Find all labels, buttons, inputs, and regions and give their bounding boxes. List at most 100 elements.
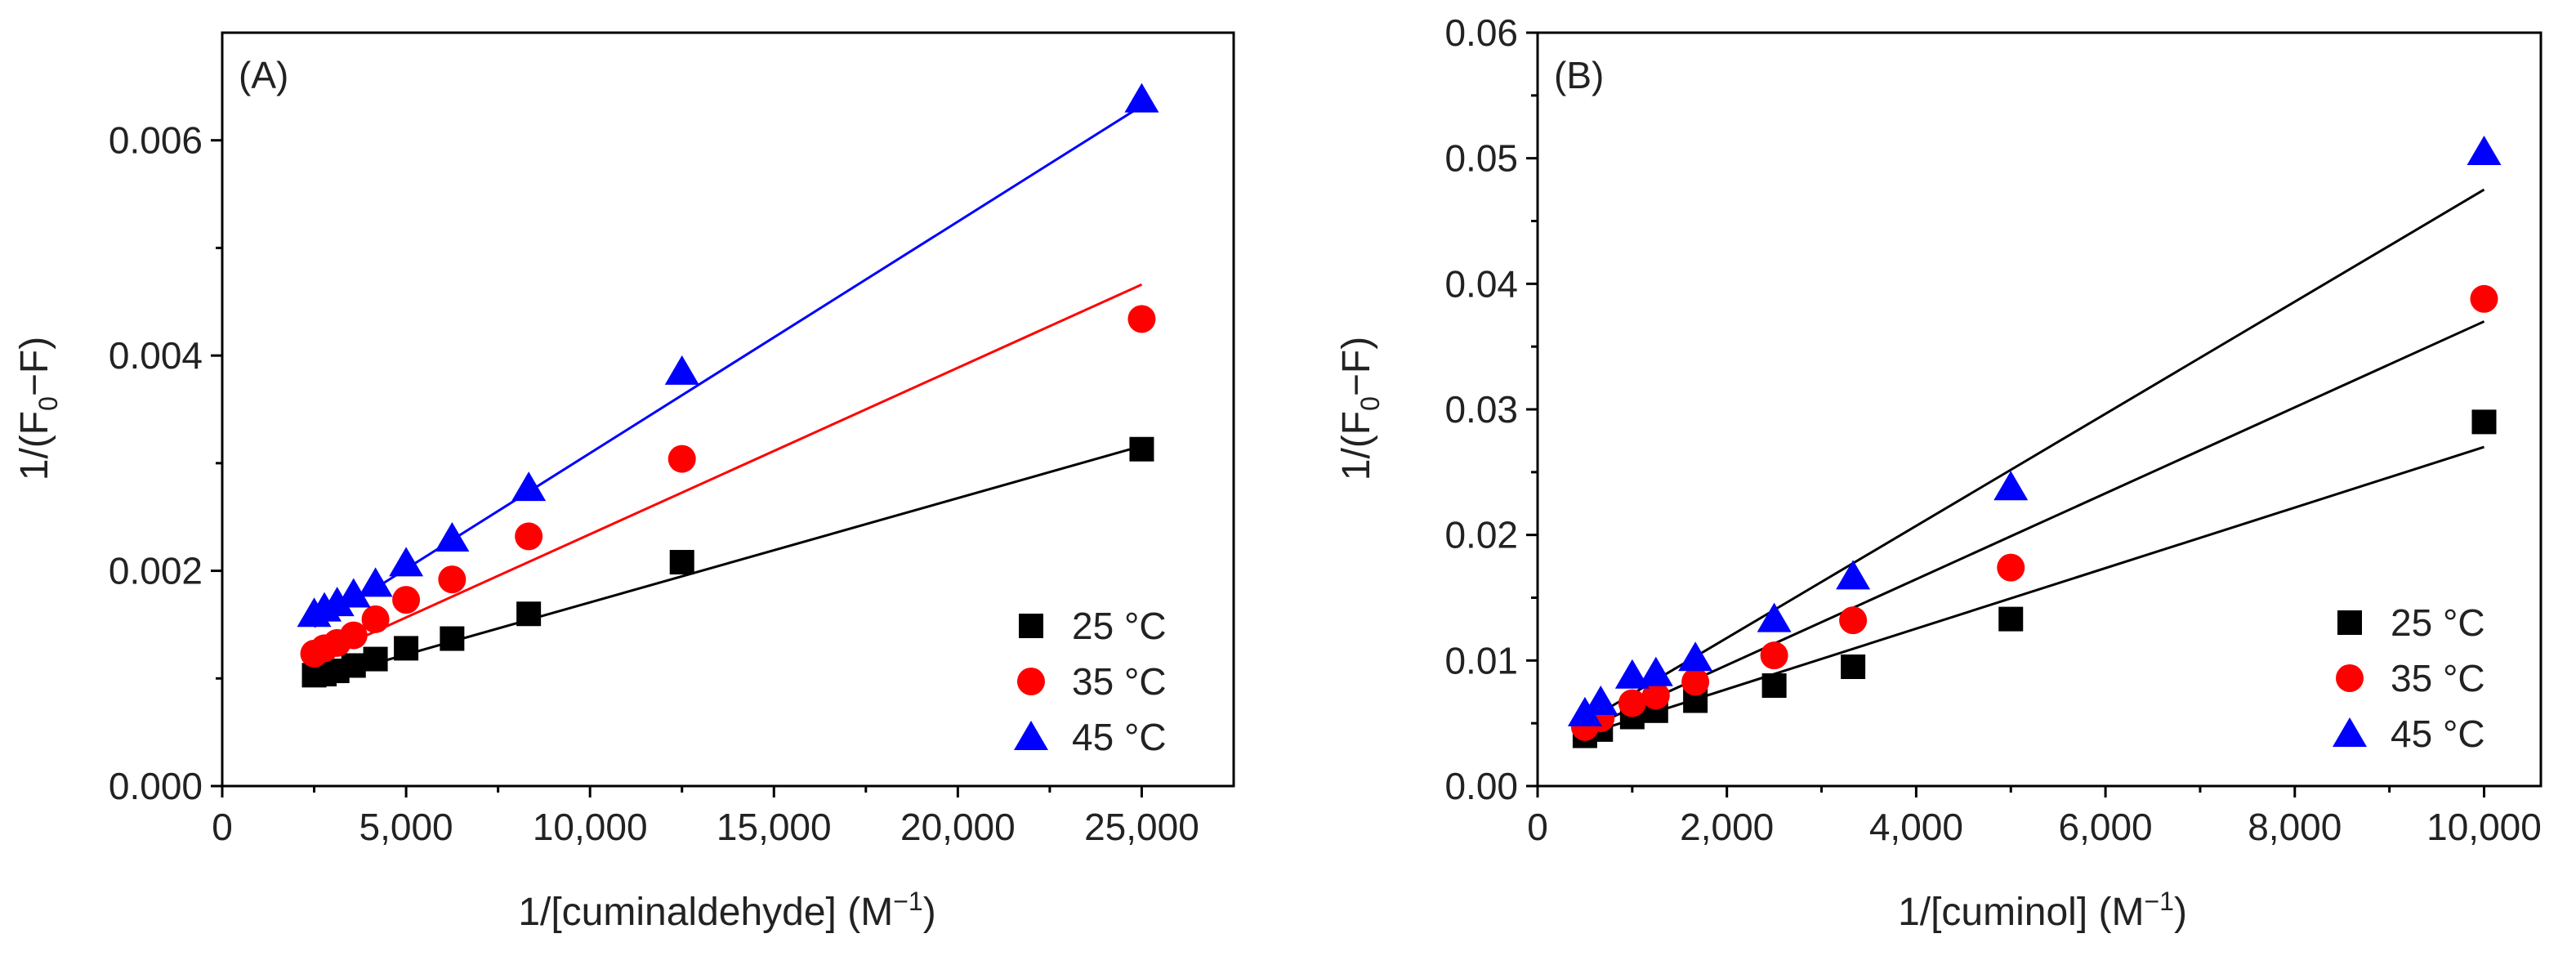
y-tick-label: 0.01 [1444,639,1518,681]
data-point [2470,284,2498,313]
data-point [1124,83,1159,113]
y-axis-label-main: 1/(F [1335,411,1378,480]
legend-marker [1017,668,1045,695]
data-point [394,636,419,661]
y-axis-label-subscript: 0 [33,396,63,411]
data-point [1998,606,2024,632]
legend: 25 °C 35 °C 45 °C [1014,605,1167,758]
data-point [1839,606,1868,635]
y-axis-label-end: −F) [13,337,56,396]
x-axis-label: 1/[cuminol] (M−1) [1898,887,2187,934]
legend-marker [1014,721,1048,750]
data-point [392,586,421,614]
y-axis-label-main: 1/(F [13,411,56,480]
y-tick-label: 0.000 [109,765,203,807]
x-axis-label-end: ) [923,891,936,934]
legend-label: 45 °C [2391,713,2485,755]
data-point [1757,602,1792,632]
data-point [435,522,470,552]
data-point [669,550,694,575]
y-axis-label: 1/(F0−F) [1335,337,1385,480]
y-tick-label: 0.00 [1444,765,1518,807]
data-point [516,601,542,627]
fit-line-35c [1584,320,2485,731]
data-point [1836,560,1871,590]
data-point [664,355,699,385]
data-point [319,587,355,617]
data-point [1841,654,1866,680]
x-tick-label: 6,000 [2059,806,2153,848]
plot-frame [221,31,1235,788]
data-point [1129,436,1154,462]
fit-line-25c [314,444,1142,682]
panel-label: (A) [239,54,288,96]
data-point [1997,553,2025,582]
x-tick-label: 8,000 [2248,806,2342,848]
data-point [336,578,371,608]
chart-panel-b: (B) 1/[cuminol] (M−1) 1/(F0−F) 0 2,000 4,0… [1335,11,2543,934]
series-35c [1570,284,2498,741]
data-point [339,621,368,650]
legend-marker [1019,614,1043,638]
legend-label: 35 °C [1072,660,1167,703]
fit-line-45c [1584,188,2485,723]
data-point [1681,668,1710,696]
data-point [515,522,543,551]
legend-marker [2333,717,2367,747]
series-25c [301,436,1154,688]
data-point [341,653,366,678]
y-tick-label: 0.006 [109,119,203,162]
data-point [1614,659,1650,689]
x-tick-label: 0 [212,806,233,848]
series-45c [297,83,1159,628]
data-point [1678,641,1713,672]
chart-panel-a: (A) 1/[cuminaldehyde] (M−1) 1/(F0−F) 0 5,… [13,31,1235,934]
x-tick-label: 0 [1527,806,1548,848]
data-point [1761,673,1787,699]
data-point [1641,681,1670,710]
y-axis-label-end: −F) [1335,337,1378,396]
x-tick-label: 4,000 [1869,806,1963,848]
x-axis-label-exponent: −1 [2144,887,2173,916]
data-point [1567,696,1602,726]
x-tick-label: 10,000 [2426,806,2542,848]
legend-marker [2336,664,2364,692]
y-tick-label: 0.004 [109,334,203,377]
legend-marker [2337,610,2362,635]
legend: 25 °C 35 °C 45 °C [2333,601,2485,755]
x-axis-label-end: ) [2174,891,2187,934]
y-tick-label: 0.03 [1444,388,1518,431]
y-tick-label: 0.002 [109,550,203,592]
series-45c [1567,135,2502,726]
legend-label: 25 °C [1072,605,1167,647]
data-point [389,547,424,577]
x-axis-label: 1/[cuminaldehyde] (M−1) [518,887,935,934]
data-point [440,626,465,651]
x-tick-label: 25,000 [1084,806,1199,848]
fit-line-35c [313,283,1143,660]
data-point [511,471,547,502]
x-tick-label: 5,000 [359,806,453,848]
data-point [1993,471,2029,501]
x-tick-label: 15,000 [717,806,832,848]
y-axis-label: 1/(F0−F) [13,337,63,480]
legend-label: 35 °C [2391,657,2485,699]
data-point [667,444,696,473]
panel-label: (B) [1554,54,1604,96]
y-tick-label: 0.02 [1444,514,1518,556]
series-25c [1572,409,2497,748]
x-axis-label-main: 1/[cuminol] (M [1898,891,2144,934]
data-point [358,567,393,597]
y-tick-label: 0.05 [1444,137,1518,180]
y-tick-label: 0.04 [1444,262,1518,305]
x-axis-label-main: 1/[cuminaldehyde] (M [518,891,893,934]
legend-label: 25 °C [2391,601,2485,644]
y-tick-label: 0.06 [1444,11,1518,54]
data-point [2471,409,2497,435]
data-point [2467,135,2502,165]
data-point [361,605,390,633]
legend-label: 45 °C [1072,716,1167,758]
data-point [1638,656,1673,686]
fit-line-25c [1584,445,2484,736]
